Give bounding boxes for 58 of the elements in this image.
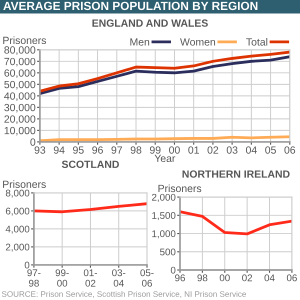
y-tick-label: 0 [170,266,176,274]
x-tick-label: 00 [169,146,180,154]
line-series [34,202,147,214]
x-tick-label: 94 [54,146,65,154]
x-tick-label: 03 [226,146,238,154]
y-axis-title: Prisoners [3,36,46,44]
chart-subtitle: ENGLAND AND WALES [92,19,208,27]
y-tick-label: 60,000 [4,69,36,78]
x-tick-label: 03- 04 [112,269,126,287]
y-tick-label: 0 [30,138,36,146]
x-tick-label: 98 [197,274,208,282]
x-tick-label: 96 [175,274,185,282]
y-tick-label: 20,000 [4,115,36,124]
y-tick-label: 30,000 [4,104,36,112]
x-tick-label: 97 [111,146,122,154]
chart-title: NORTHERN IRELAND [182,170,290,178]
x-tick-label: 97- 98 [27,269,40,287]
chart-title: SCOTLAND [62,160,119,168]
x-tick-label: 95 [73,146,84,154]
legend-label: Total [246,38,268,46]
x-tick-label: 06 [284,146,296,154]
legend-label: Men [130,38,150,46]
y-tick-label: 500 [160,248,176,256]
x-tick-label: 01- 02 [84,269,98,287]
y-tick-label: 1,500 [152,212,176,220]
y-tick-label: 40,000 [4,92,36,101]
x-tick-label: 00 [220,274,230,282]
y-tick-label: 2,000 [152,194,176,202]
line-series [180,210,292,236]
y-tick-label: 4,000 [6,226,30,234]
x-tick-label: 93 [34,146,46,154]
x-tick-label: 05 [265,146,276,154]
y-tick-label: 0 [24,262,30,269]
y-tick-label: 6,000 [6,208,30,216]
chart-title: AVERAGE PRISON POPULATION BY REGION [3,2,258,10]
x-tick-label: 99- 00 [56,269,69,287]
y-tick-label: 10,000 [4,126,36,136]
legend-label: Women [180,38,216,46]
y-tick-label: 1,000 [152,230,176,238]
x-tick-label: 96 [92,146,103,154]
x-tick-label: 04 [264,274,275,282]
y-tick-label: 70,000 [4,58,36,66]
y-axis-title: Prisoners [158,184,202,192]
x-axis-title: Year [154,154,176,162]
x-tick-label: 99 [150,146,161,154]
source-note: SOURCE: Prison Service, Scottish Prison Service, NI Prison Service [2,290,246,298]
x-tick-label: 02 [242,274,252,282]
x-tick-label: 98 [130,146,142,154]
y-axis-title: Prisoners [3,180,46,188]
y-tick-label: 50,000 [4,80,36,90]
x-tick-label: 02 [208,146,218,154]
x-tick-label: 04 [246,146,257,154]
x-tick-label: 01 [188,146,199,154]
y-tick-label: 8,000 [6,190,30,198]
y-tick-label: 80,000 [4,46,36,55]
x-tick-label: 06 [286,274,297,282]
y-tick-label: 2,000 [6,244,30,252]
x-tick-label: 05- 06 [140,269,154,287]
